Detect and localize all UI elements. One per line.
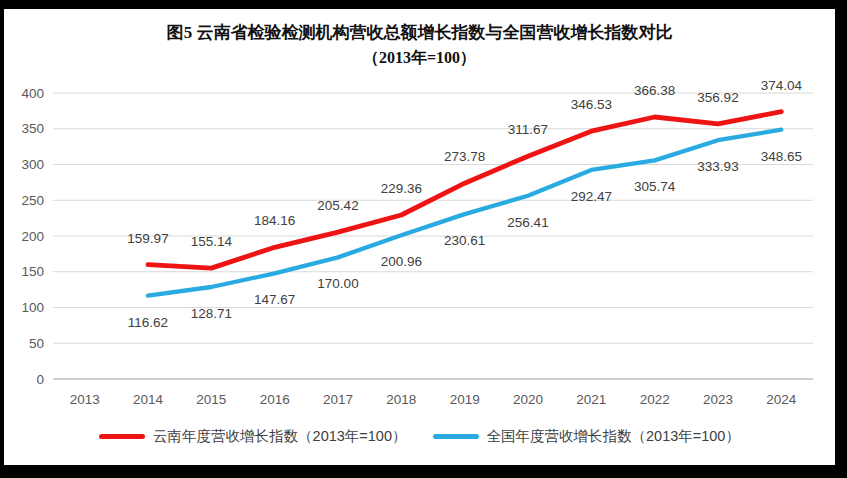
y-tick-label: 50 (29, 336, 44, 351)
data-label-series-1: 333.93 (697, 159, 738, 174)
data-label-series-0: 273.78 (444, 149, 485, 164)
data-label-series-1: 116.62 (128, 315, 168, 330)
y-tick-label: 200 (21, 229, 44, 244)
y-tick-label: 100 (21, 300, 44, 315)
x-tick-label: 2018 (386, 392, 416, 407)
y-tick-label: 150 (21, 264, 44, 279)
x-tick-label: 2016 (260, 392, 290, 407)
x-tick-label: 2014 (133, 392, 164, 407)
data-label-series-1: 256.41 (507, 215, 548, 230)
x-tick-label: 2019 (450, 392, 480, 407)
x-tick-label: 2021 (576, 392, 606, 407)
chart-title-line1: 图5 云南省检验检测机构营收总额增长指数与全国营收增长指数对比 (4, 20, 835, 46)
data-label-series-1: 200.96 (381, 254, 422, 269)
x-tick-label: 2022 (640, 392, 670, 407)
x-tick-label: 2023 (703, 392, 733, 407)
y-tick-label: 300 (21, 157, 44, 172)
x-tick-label: 2017 (323, 392, 353, 407)
chart-legend: 云南年度营收增长指数（2013年=100） 全国年度营收增长指数（2013年=1… (4, 427, 835, 446)
y-tick-label: 0 (36, 372, 44, 387)
y-tick-label: 250 (21, 193, 44, 208)
data-label-series-0: 374.04 (761, 78, 803, 93)
chart-canvas: 图5 云南省检验检测机构营收总额增长指数与全国营收增长指数对比 （2013年=1… (4, 9, 835, 465)
data-label-series-0: 229.36 (381, 181, 422, 196)
data-label-series-1: 305.74 (634, 179, 676, 194)
x-tick-label: 2020 (513, 392, 543, 407)
data-label-series-1: 170.00 (317, 276, 358, 291)
legend-item-national: 全国年度营收增长指数（2013年=100） (433, 427, 740, 446)
chart-title: 图5 云南省检验检测机构营收总额增长指数与全国营收增长指数对比 （2013年=1… (4, 20, 835, 71)
data-label-series-1: 292.47 (571, 189, 612, 204)
data-label-series-0: 366.38 (634, 83, 675, 98)
chart-title-line2: （2013年=100） (4, 46, 835, 71)
data-label-series-0: 159.97 (127, 231, 168, 246)
yunnan-series-swatch-icon (99, 434, 145, 439)
data-label-series-0: 184.16 (254, 213, 295, 228)
data-label-series-0: 346.53 (571, 97, 612, 112)
x-tick-label: 2024 (766, 392, 797, 407)
y-tick-label: 400 (21, 86, 44, 101)
data-label-series-0: 155.14 (191, 234, 233, 249)
data-label-series-1: 348.65 (761, 149, 802, 164)
y-tick-label: 350 (21, 121, 44, 136)
x-tick-label: 2015 (196, 392, 226, 407)
legend-label-national: 全国年度营收增长指数（2013年=100） (487, 427, 740, 446)
data-label-series-1: 128.71 (191, 306, 232, 321)
legend-item-yunnan: 云南年度营收增长指数（2013年=100） (99, 427, 406, 446)
data-label-series-0: 311.67 (508, 122, 548, 137)
x-tick-label: 2013 (70, 392, 100, 407)
national-series-swatch-icon (433, 434, 479, 439)
data-label-series-0: 356.92 (697, 90, 738, 105)
data-label-series-1: 147.67 (254, 292, 295, 307)
data-label-series-0: 205.42 (317, 198, 358, 213)
data-label-series-1: 230.61 (444, 233, 485, 248)
legend-label-yunnan: 云南年度营收增长指数（2013年=100） (153, 427, 406, 446)
line-chart: 0 50 100 150 200 250 300 350 400 2013 2014 2015 2016… (4, 9, 835, 465)
